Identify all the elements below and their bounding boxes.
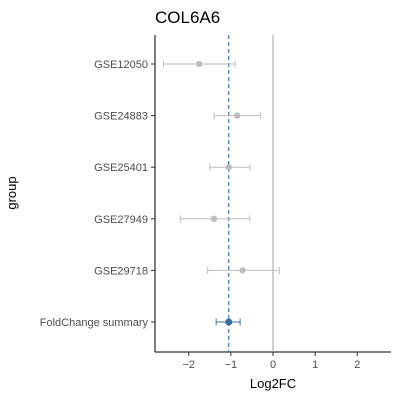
estimate-point xyxy=(210,215,218,222)
y-tick-label: GSE27949 xyxy=(94,214,148,226)
y-tick-label: GSE24883 xyxy=(94,111,148,123)
summary-point xyxy=(225,318,233,326)
forest-row: GSE12050 xyxy=(94,59,236,71)
y-tick-label: GSE25401 xyxy=(94,162,148,174)
forest-row: GSE25401 xyxy=(94,162,251,174)
forest-row: FoldChange summary xyxy=(40,317,241,329)
estimate-point xyxy=(239,267,246,274)
x-tick-label: 2 xyxy=(354,359,360,371)
x-ticks: −2 −1 0 1 2 xyxy=(182,352,360,371)
forest-row: GSE27949 xyxy=(94,214,251,226)
estimate-point xyxy=(196,60,203,68)
x-tick-label: 0 xyxy=(270,359,276,371)
forest-row: GSE24883 xyxy=(94,111,261,123)
x-axis-label: Log2FC xyxy=(250,376,296,391)
x-tick-label: −2 xyxy=(182,359,195,371)
y-tick-label: GSE29718 xyxy=(94,265,148,277)
estimate-point xyxy=(233,112,241,119)
chart-title: COL6A6 xyxy=(155,8,220,27)
y-tick-label: GSE12050 xyxy=(94,59,148,71)
x-tick-label: −1 xyxy=(225,359,238,371)
forest-row: GSE29718 xyxy=(94,265,280,277)
y-tick-label: FoldChange summary xyxy=(40,317,149,329)
estimate-point xyxy=(225,164,232,171)
forest-rows: GSE12050 GSE24883 GSE25401 GSE27949 GSE29718… xyxy=(40,59,280,329)
y-axis-label: group xyxy=(4,176,19,209)
x-tick-label: 1 xyxy=(312,359,318,371)
